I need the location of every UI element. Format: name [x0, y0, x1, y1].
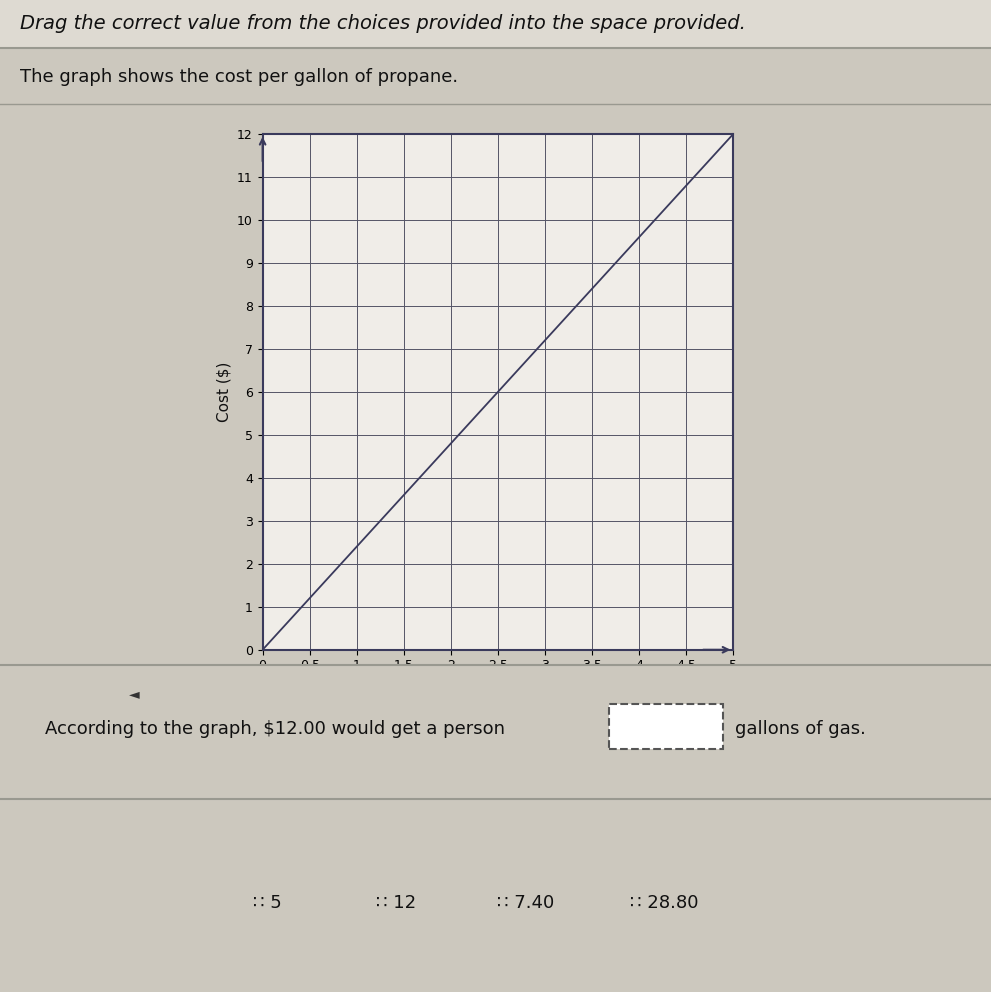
Text: According to the graph, $12.00 would get a person: According to the graph, $12.00 would get… [45, 720, 504, 738]
Text: ∷ 5: ∷ 5 [253, 894, 282, 912]
Text: The graph shows the cost per gallon of propane.: The graph shows the cost per gallon of p… [20, 68, 458, 86]
Text: ◄: ◄ [129, 687, 140, 701]
Text: ∷ 12: ∷ 12 [377, 894, 416, 912]
Y-axis label: Cost ($): Cost ($) [216, 362, 232, 422]
Text: Drag the correct value from the choices provided into the space provided.: Drag the correct value from the choices … [20, 14, 745, 34]
Text: ∷ 7.40: ∷ 7.40 [496, 894, 554, 912]
Text: gallons of gas.: gallons of gas. [735, 720, 866, 738]
X-axis label: Number of Gallons: Number of Gallons [418, 681, 578, 695]
Text: ∷ 28.80: ∷ 28.80 [629, 894, 699, 912]
